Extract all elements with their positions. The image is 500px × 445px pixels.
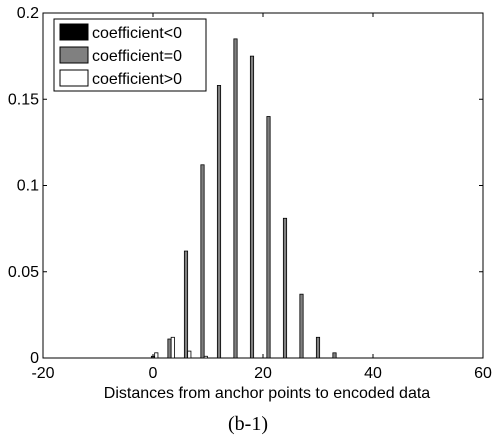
y-tick-label: 0.2: [17, 5, 39, 22]
y-tick-label: 0.1: [17, 178, 39, 195]
legend: coefficient<0 coefficient=0 coefficient>…: [53, 18, 207, 92]
x-tick-label: -20: [31, 365, 54, 382]
legend-label-zero: coefficient=0: [92, 48, 182, 65]
x-tick-label: 60: [474, 365, 492, 382]
y-tick-label: 0.05: [8, 264, 39, 281]
legend-swatch-negative: [59, 23, 89, 41]
legend-swatch-zero: [59, 46, 89, 64]
bar-zero-7: [266, 116, 271, 359]
bar-zero-9: [299, 293, 304, 359]
bar-zero-2: [183, 250, 189, 359]
x-tick-label: 20: [254, 365, 272, 382]
legend-label-negative: coefficient<0: [92, 25, 182, 42]
figure-caption: (b-1): [228, 413, 268, 435]
bar-zero-4: [216, 85, 222, 359]
y-tick-label: 0.15: [8, 91, 39, 108]
bar-positive-1: [170, 336, 175, 359]
y-tick-label: 0: [30, 350, 39, 367]
bar-zero-5: [233, 38, 238, 359]
legend-swatch-positive: [59, 69, 89, 87]
bar-positive-2: [187, 350, 192, 359]
bar-zero-10: [315, 336, 321, 359]
bar-positive-0: [154, 352, 159, 359]
bar-zero-3: [200, 164, 205, 359]
x-axis-title: Distances from anchor points to encoded …: [104, 385, 431, 402]
bar-zero-6: [249, 55, 255, 359]
x-tick-label: 40: [364, 365, 382, 382]
bar-zero-8: [282, 217, 288, 359]
bars-group: [150, 38, 337, 359]
bar-zero-11: [332, 352, 337, 359]
bar-positive-3: [203, 355, 208, 359]
legend-label-positive: coefficient>0: [92, 71, 182, 88]
bar-zero-1: [167, 338, 172, 359]
x-tick-label: 0: [149, 365, 158, 382]
